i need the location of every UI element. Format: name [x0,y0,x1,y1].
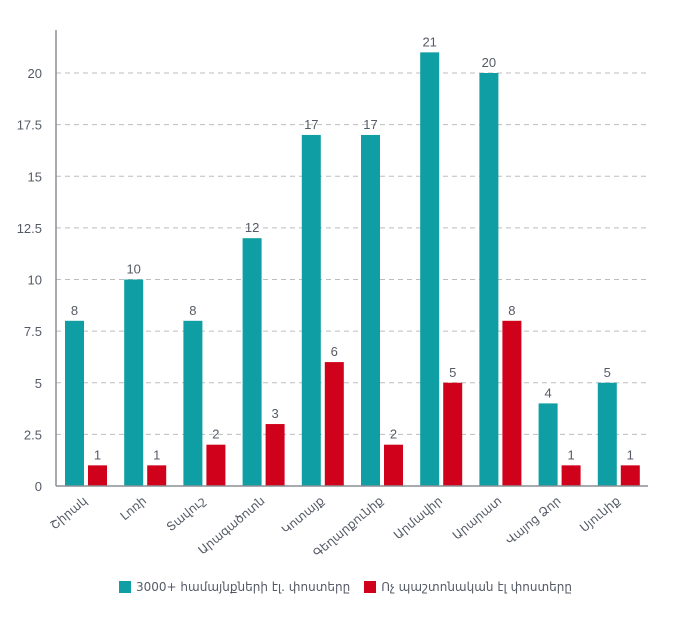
x-tick-label: Արարատ [450,494,505,543]
data-label: 2 [390,427,397,442]
bar-red[interactable] [324,362,344,486]
data-label: 17 [304,117,318,132]
legend: 3000+ համայնքների էլ. փոստերը Ոչ պաշտոնա… [0,580,691,594]
y-tick-label: 10 [28,273,42,288]
bar-red[interactable] [265,424,285,486]
y-tick-label: 7.5 [24,324,42,339]
data-label: 12 [245,220,259,235]
bar-teal[interactable] [301,134,321,486]
data-label: 5 [449,365,456,380]
y-tick-label: 17.5 [17,118,42,133]
x-tick-label: Վայոց Ձոր [503,494,564,548]
data-label: 1 [153,447,160,462]
x-tick-label: Սյունիք [577,494,623,535]
bar-teal[interactable] [538,403,558,486]
bar-red[interactable] [502,320,522,486]
bars [65,52,640,486]
bar-teal[interactable] [361,134,380,486]
bar-red[interactable] [147,465,167,486]
x-tick-label: Շիրակ [48,494,90,533]
bar-teal[interactable] [183,320,203,486]
data-label: 6 [331,344,338,359]
y-tick-label: 20 [28,66,42,81]
legend-item-series-1[interactable]: 3000+ համայնքների էլ. փոստերը [119,580,350,594]
data-label: 21 [422,34,436,49]
data-label: 8 [71,303,78,318]
bar-teal[interactable] [124,279,144,487]
bar-teal[interactable] [479,73,499,486]
bar-teal[interactable] [420,52,440,486]
x-tick-label: Լոռի [118,494,150,524]
bar-red[interactable] [384,444,403,486]
x-tick-label: Արմավիր [391,494,445,543]
legend-label: Ոչ պաշտոնական էլ փոստերը [381,580,572,594]
y-tick-label: 15 [28,169,42,184]
data-label: 8 [508,303,515,318]
bar-red[interactable] [561,465,581,486]
bar-teal[interactable] [597,382,617,486]
data-labels: 8 1 10 1 8 2 12 3 17 6 17 2 21 5 20 8 4 1 5 1 [71,34,634,462]
data-label: 1 [94,447,101,462]
legend-item-series-2[interactable]: Ոչ պաշտոնական էլ փոստերը [364,580,572,594]
y-tick-label: 5 [35,376,42,391]
y-tick-label: 2.5 [24,427,42,442]
data-label: 3 [271,406,278,421]
data-label: 5 [604,365,611,380]
y-tick-label: 12.5 [17,221,42,236]
data-label: 20 [482,55,496,70]
bar-teal[interactable] [242,238,262,486]
y-axis-ticks: 0 2.5 5 7.5 10 12.5 15 17.5 20 [17,66,42,494]
data-label: 2 [212,427,219,442]
bar-red[interactable] [443,382,463,486]
y-tick-label: 0 [35,479,42,494]
bar-red[interactable] [88,465,107,486]
legend-swatch-red [364,581,377,593]
data-label: 4 [544,385,551,400]
data-label: 10 [126,262,140,277]
x-tick-label: Կոտայք [279,494,327,537]
data-label: 17 [363,117,377,132]
data-label: 1 [627,447,634,462]
legend-label: 3000+ համայնքների էլ. փոստերը [136,580,351,594]
gridlines [56,72,648,435]
x-tick-label: Տավուշ [164,494,209,535]
bar-teal[interactable] [65,320,84,486]
bar-red[interactable] [206,444,226,486]
data-label: 1 [567,447,574,462]
data-label: 8 [189,303,196,318]
bar-red[interactable] [620,465,640,486]
legend-swatch-teal [119,581,132,593]
